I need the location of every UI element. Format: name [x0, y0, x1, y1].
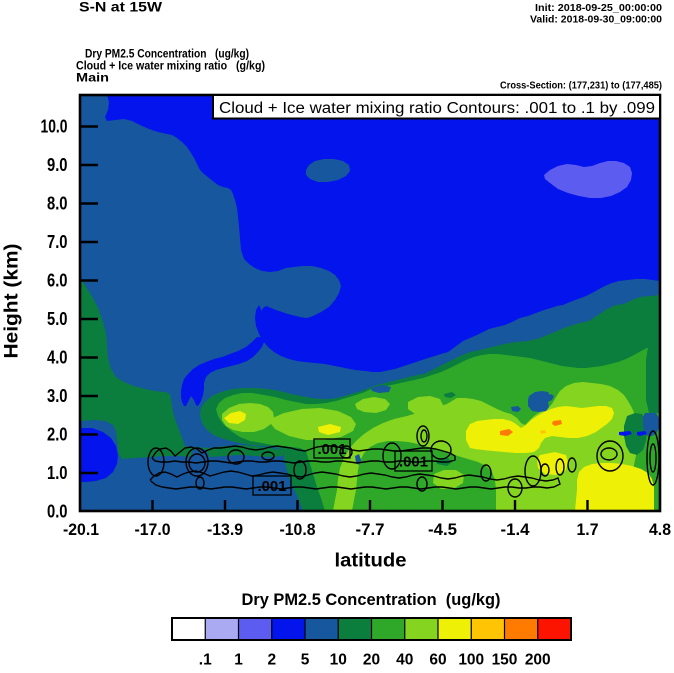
svg-text:20: 20: [363, 652, 380, 669]
svg-text:2: 2: [267, 652, 276, 669]
svg-text:10: 10: [330, 652, 347, 669]
svg-text:-7.7: -7.7: [356, 520, 385, 539]
svg-text:-1.4: -1.4: [501, 520, 531, 539]
svg-text:10.0: 10.0: [41, 117, 68, 137]
svg-text:-20.1: -20.1: [63, 520, 99, 539]
svg-text:.001: .001: [318, 441, 347, 458]
svg-text:0.0: 0.0: [47, 502, 68, 522]
svg-text:40: 40: [396, 652, 413, 669]
svg-text:Main: Main: [76, 71, 109, 85]
svg-text:.001: .001: [399, 453, 428, 470]
svg-text:9.0: 9.0: [47, 155, 68, 175]
svg-text:1.7: 1.7: [577, 520, 599, 539]
svg-text:8.0: 8.0: [47, 194, 68, 214]
svg-text:Cross-Section: (177,231) to (1: Cross-Section: (177,231) to (177,485): [500, 81, 662, 92]
svg-text:latitude: latitude: [335, 551, 407, 572]
svg-text:-17.0: -17.0: [135, 520, 171, 539]
svg-text:-13.9: -13.9: [207, 520, 243, 539]
svg-text:60: 60: [429, 652, 446, 669]
svg-text:150: 150: [492, 652, 518, 669]
svg-text:Init: 2018-09-25_00:00:00: Init: 2018-09-25_00:00:00: [535, 3, 662, 14]
svg-text:Dry PM2.5 Concentration (ug/: Dry PM2.5 Concentration (ug/kg): [85, 47, 249, 61]
svg-text:100: 100: [458, 652, 484, 669]
svg-text:200: 200: [525, 652, 551, 669]
svg-text:7.0: 7.0: [47, 232, 68, 252]
svg-text:6.0: 6.0: [47, 271, 68, 291]
svg-text:5.0: 5.0: [47, 309, 68, 329]
svg-text:1.0: 1.0: [47, 463, 68, 483]
svg-text:Cloud + Ice water mixing ratio: Cloud + Ice water mixing ratio Contours:…: [219, 100, 655, 117]
svg-text:Cloud + Ice water mixing ratio: Cloud + Ice water mixing ratio (g/kg): [76, 59, 265, 73]
svg-text:.001: .001: [258, 478, 287, 495]
svg-text:Valid: 2018-09-30_09:00:00: Valid: 2018-09-30_09:00:00: [530, 15, 662, 26]
svg-text:S-N at 15W: S-N at 15W: [79, 0, 162, 15]
svg-text:Height (km): Height (km): [2, 244, 23, 359]
svg-text:4.8: 4.8: [649, 520, 671, 539]
svg-text:2.0: 2.0: [47, 425, 68, 445]
svg-text:1: 1: [234, 652, 243, 669]
svg-text:.1: .1: [199, 652, 212, 669]
svg-text:Dry PM2.5 Concentration (ug/k: Dry PM2.5 Concentration (ug/kg): [242, 591, 501, 609]
svg-text:-4.5: -4.5: [428, 520, 457, 539]
svg-text:-10.8: -10.8: [280, 520, 316, 539]
svg-text:5: 5: [301, 652, 310, 669]
svg-text:3.0: 3.0: [47, 386, 68, 406]
svg-text:4.0: 4.0: [47, 348, 68, 368]
